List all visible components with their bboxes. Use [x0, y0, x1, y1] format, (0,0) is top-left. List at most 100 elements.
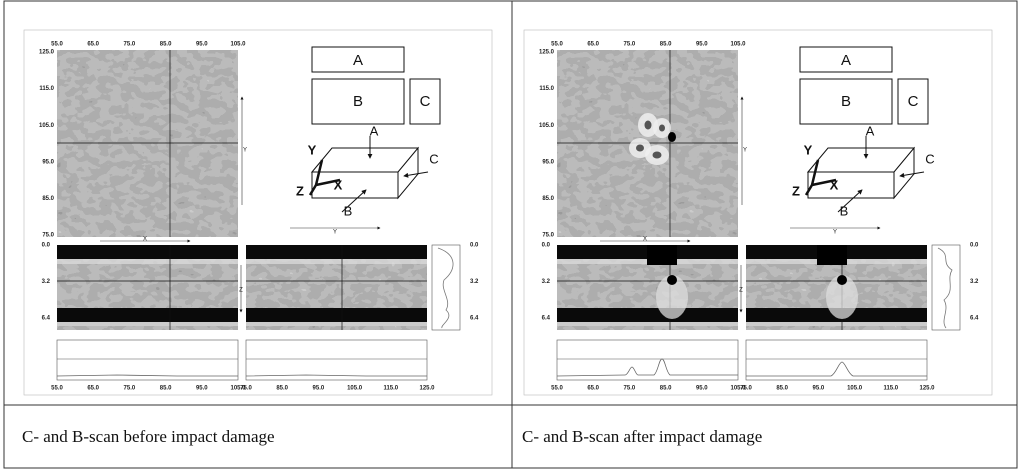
y-tick-label: 0.0	[470, 243, 479, 249]
b-scan-band	[246, 308, 427, 322]
box-label: A	[841, 52, 851, 69]
diagram-label: Z	[296, 183, 304, 198]
axis-label: Y	[833, 230, 837, 236]
line-plot	[57, 340, 238, 380]
x-tick-label: 55.0	[551, 42, 563, 48]
x-tick-label: 75.0	[240, 386, 252, 392]
y-tick-label: 75.0	[42, 233, 54, 239]
b-scan-band	[746, 322, 927, 326]
x-tick-label: 75.0	[624, 42, 636, 48]
y-tick-label: 95.0	[542, 159, 554, 165]
y-tick-label: 85.0	[42, 196, 54, 202]
x-tick-label: 55.0	[51, 42, 63, 48]
x-tick-label: 95.0	[196, 386, 208, 392]
box-label: A	[353, 52, 363, 69]
y-tick-label: 6.4	[542, 316, 551, 322]
x-tick-label: 95.0	[313, 386, 325, 392]
b-scan-band	[57, 259, 238, 264]
y-tick-label: 95.0	[42, 159, 54, 165]
damage-spot	[659, 125, 665, 132]
line-plot	[246, 340, 427, 380]
axis-label: Z	[239, 288, 243, 294]
line-plot	[557, 340, 738, 380]
axis-label: Y	[243, 148, 247, 154]
x-tick-label: 105.0	[847, 386, 863, 392]
axis-label: X	[643, 237, 647, 243]
profile-box	[432, 245, 460, 330]
y-tick-label: 0.0	[542, 243, 551, 249]
damage-spot	[645, 121, 652, 130]
diagram-label: Y	[804, 142, 813, 157]
x-tick-label: 85.0	[160, 386, 172, 392]
c-scan	[57, 50, 238, 237]
diagram-label: Y	[308, 142, 317, 157]
x-tick-label: 105.0	[730, 42, 746, 48]
axis-label: Y	[333, 230, 337, 236]
y-tick-label: 3.2	[470, 279, 479, 285]
diagram-label: C	[925, 151, 934, 166]
x-tick-label: 85.0	[660, 42, 672, 48]
line-plot	[746, 340, 927, 380]
box-label: B	[841, 93, 851, 110]
x-tick-label: 85.0	[276, 386, 288, 392]
page: 55.0 65.0 75.0 85.0 95.0 105.0 125.0 115.0 105.0…	[0, 0, 1021, 470]
damage-core	[668, 132, 676, 142]
x-tick-label: 55.0	[551, 386, 563, 392]
y-tick-label: 3.2	[542, 279, 551, 285]
axis-label: X	[143, 237, 147, 243]
y-tick-label: 0.0	[970, 243, 979, 249]
b-scan-band	[557, 308, 738, 322]
x-tick-label: 105.0	[230, 42, 246, 48]
y-tick-label: 105.0	[39, 123, 55, 129]
y-tick-label: 6.4	[970, 316, 979, 322]
y-tick-label: 6.4	[470, 316, 479, 322]
damage-core	[667, 275, 677, 285]
y-tick-label: 115.0	[539, 86, 554, 92]
damage-shadow	[647, 245, 677, 265]
b-scan-band	[246, 259, 427, 264]
b-scan-band	[57, 322, 238, 326]
box-label: C	[420, 93, 431, 110]
x-tick-label: 125.0	[419, 386, 435, 392]
damage-spot	[636, 145, 644, 152]
y-tick-label: 85.0	[542, 196, 554, 202]
box-label: C	[908, 93, 919, 110]
figure-panel: 55.0 65.0 75.0 85.0 95.0 105.0 125.0 115.0 105.0…	[522, 30, 992, 446]
caption: C- and B-scan before impact damage	[22, 427, 275, 446]
x-tick-label: 65.0	[87, 42, 99, 48]
b-scan-band	[246, 322, 427, 326]
axis-label: Y	[743, 148, 747, 154]
x-tick-label: 65.0	[587, 386, 599, 392]
y-tick-label: 125.0	[539, 50, 555, 56]
x-tick-label: 105.0	[347, 386, 363, 392]
figure-table: 55.0 65.0 75.0 85.0 95.0 105.0 125.0 115.0 105.0…	[0, 0, 1021, 470]
y-tick-label: 75.0	[542, 233, 554, 239]
b-scan-band	[557, 322, 738, 326]
caption: C- and B-scan after impact damage	[522, 427, 762, 446]
y-tick-label: 3.2	[42, 279, 51, 285]
box-label: B	[353, 93, 363, 110]
b-scan-band	[57, 308, 238, 322]
x-tick-label: 75.0	[124, 386, 136, 392]
x-tick-label: 65.0	[87, 386, 99, 392]
diagram-label: X	[334, 177, 343, 192]
y-tick-label: 0.0	[42, 243, 51, 249]
diagram-label: C	[429, 151, 438, 166]
damage-shadow	[817, 245, 847, 265]
diagram-label: X	[830, 177, 839, 192]
x-tick-label: 85.0	[660, 386, 672, 392]
diagram-label: B	[344, 203, 353, 218]
figure-panel: 55.0 65.0 75.0 85.0 95.0 105.0 125.0 115.0 105.0…	[22, 30, 492, 446]
x-tick-label: 115.0	[383, 386, 398, 392]
x-tick-label: 85.0	[160, 42, 172, 48]
b-scan-band	[246, 245, 427, 259]
x-tick-label: 75.0	[124, 42, 136, 48]
x-tick-label: 85.0	[776, 386, 788, 392]
damage-spot	[653, 152, 662, 159]
x-tick-label: 65.0	[587, 42, 599, 48]
diagram-label: B	[840, 203, 849, 218]
x-tick-label: 95.0	[196, 42, 208, 48]
x-tick-label: 75.0	[740, 386, 752, 392]
diagram-label: A	[866, 123, 875, 138]
x-tick-label: 75.0	[624, 386, 636, 392]
